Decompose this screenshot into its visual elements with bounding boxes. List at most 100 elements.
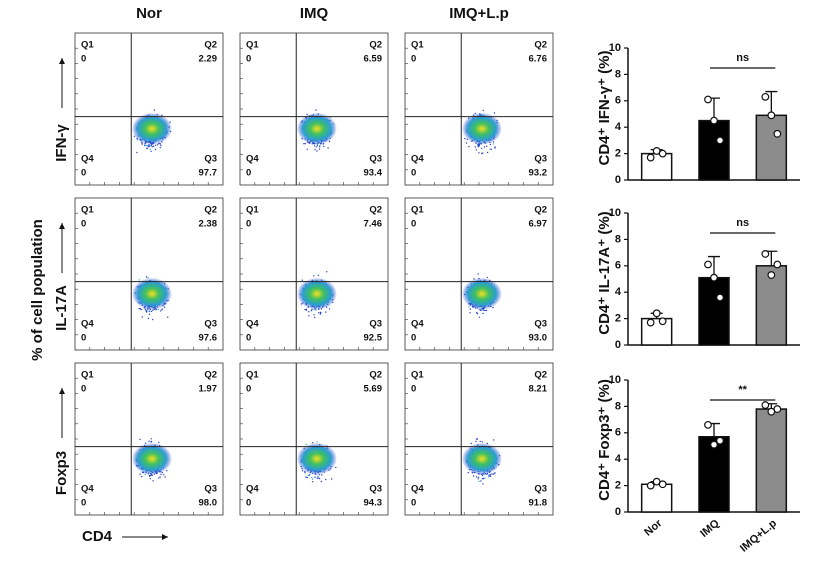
cell-dot [475,440,477,443]
y-tick-label: 4 [615,121,622,133]
quadrant-value: 0 [411,498,416,509]
quadrant-value: 93.2 [529,168,548,179]
cell-dot [313,314,315,316]
cell-dot [138,279,140,281]
quadrant-value: 6.97 [529,219,548,230]
cell-dot [140,475,143,478]
cell-dot [158,441,160,443]
quadrant-name: Q1 [411,370,424,381]
flow-panel: Q1 0 Q2 1.97 Q3 98.0 Q4 0 [74,362,224,516]
cell-dot [141,316,143,318]
flow-panel: Q1 0 Q2 5.69 Q3 94.3 Q4 0 [239,362,389,516]
quadrant-value: 6.76 [529,54,548,65]
cell-dot [312,478,314,480]
cell-dot [484,477,486,479]
panel-frame [239,197,389,351]
y-tick-label: 6 [615,260,621,272]
cell-dot [469,308,472,310]
quadrant-name: Q2 [369,40,382,51]
x-arrow-head [162,534,168,540]
cell-dot [478,480,480,483]
cell-dot [488,474,490,476]
cell-dot [150,438,152,440]
flow-panel: Q1 0 Q2 6.59 Q3 93.4 Q4 0 [239,32,389,186]
column-header: Nor [136,5,162,22]
cell-dot [308,311,310,313]
cell-dot [314,145,316,147]
significance-label: ** [738,384,747,396]
cell-dot [163,474,165,476]
quadrant-name: Q1 [411,40,424,51]
data-point [716,293,724,302]
panel-frame [404,197,554,351]
cell-dot [486,151,489,154]
panel-frame [74,197,224,351]
cell-dot [309,474,311,476]
cell-dot [139,308,141,310]
significance-label: ns [736,52,749,64]
cell-dot [335,466,337,469]
cell-dot [311,481,314,483]
x-marker: CD4 [82,528,113,545]
cell-dot [317,475,319,478]
cell-dot [328,308,331,310]
bar [698,436,730,513]
y-tick-label: 2 [615,148,621,160]
data-point [716,136,724,145]
data-point [704,95,712,104]
quadrant-name: Q4 [81,154,94,165]
bar [640,483,673,513]
cell-dot [477,476,480,478]
quadrant-name: Q3 [369,319,382,330]
cell-dot [152,318,154,321]
cell-dot [482,312,484,315]
cell-dot [481,478,484,480]
density-core [296,112,337,145]
cell-dot [149,148,151,151]
panel-frame [74,362,224,516]
density-core [296,442,337,475]
cell-dot [481,441,483,443]
cell-dot [147,144,149,147]
quadrant-value: 0 [411,384,416,395]
cell-dot [310,309,313,312]
y-label: % of cell population [29,219,46,361]
cell-dot [481,152,483,155]
cell-dot [316,146,318,148]
cell-dot [480,147,483,150]
quadrant-name: Q4 [411,154,424,165]
data-point [773,129,782,138]
cell-dot [313,275,315,277]
quadrant-name: Q1 [246,40,259,51]
cell-dot [140,308,142,311]
quadrant-name: Q4 [411,484,424,495]
cell-dot [154,144,157,146]
quadrant-name: Q3 [534,154,547,165]
cell-dot [482,109,484,112]
quadrant-name: Q1 [246,370,259,381]
row-arrow-head [59,58,65,64]
cell-dot [481,474,484,477]
cell-dot [321,474,323,476]
quadrant-value: 97.6 [199,333,218,344]
cell-dot [325,478,327,481]
quadrant-name: Q1 [81,40,94,51]
quadrant-name: Q1 [411,205,424,216]
flow-panel: Q1 0 Q2 8.21 Q3 91.8 Q4 0 [404,362,554,516]
cell-dot [149,310,151,312]
quadrant-name: Q2 [204,370,217,381]
cell-dot [325,311,327,313]
cell-dot [305,443,307,446]
y-tick-label: 2 [615,480,621,492]
density-core [461,112,502,145]
cell-dot [158,477,160,479]
quadrant-value: 7.46 [364,219,383,230]
cell-dot [477,478,479,480]
quadrant-value: 0 [81,168,86,179]
cell-dot [319,311,322,314]
data-point [761,250,770,258]
cell-dot [487,476,490,478]
cell-dot [494,147,496,149]
cell-dot [475,476,478,478]
